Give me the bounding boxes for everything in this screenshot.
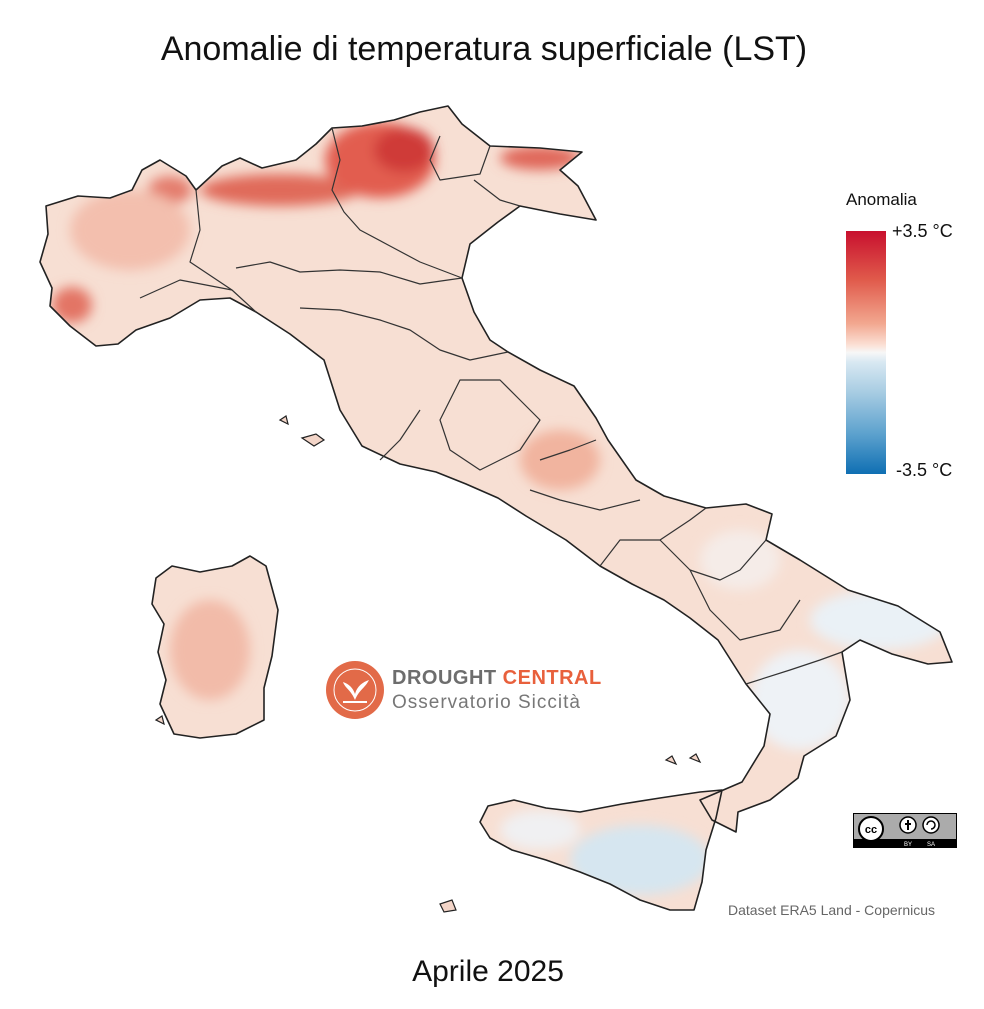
logo-word-drought: DROUGHT xyxy=(392,667,497,689)
drought-central-logo xyxy=(326,661,384,719)
cc-by-sa-badge: cc BY SA xyxy=(853,813,957,848)
legend-title: Anomalia xyxy=(846,190,917,209)
map-title: Anomalie di temperatura superficiale (LS… xyxy=(160,30,808,68)
cc-by-label: BY xyxy=(904,842,912,848)
region-borders xyxy=(139,127,843,685)
small-islands xyxy=(154,415,702,913)
svg-text:cc: cc xyxy=(865,824,877,836)
cc-sa-label: SA xyxy=(927,842,935,848)
logo-word-central: CENTRAL xyxy=(502,667,602,689)
source-credit: Dataset ERA5 Land - Copernicus xyxy=(728,902,935,918)
legend-color-bar xyxy=(846,231,886,474)
country-outline xyxy=(39,105,953,911)
logo-tagline: Osservatorio Siccità xyxy=(392,692,581,713)
logo-wordmark: DROUGHT CENTRAL xyxy=(392,667,602,690)
map-subtitle: Aprile 2025 xyxy=(412,955,564,988)
legend-min-label: -3.5 °C xyxy=(896,460,953,480)
legend-max-label: +3.5 °C xyxy=(892,221,953,241)
